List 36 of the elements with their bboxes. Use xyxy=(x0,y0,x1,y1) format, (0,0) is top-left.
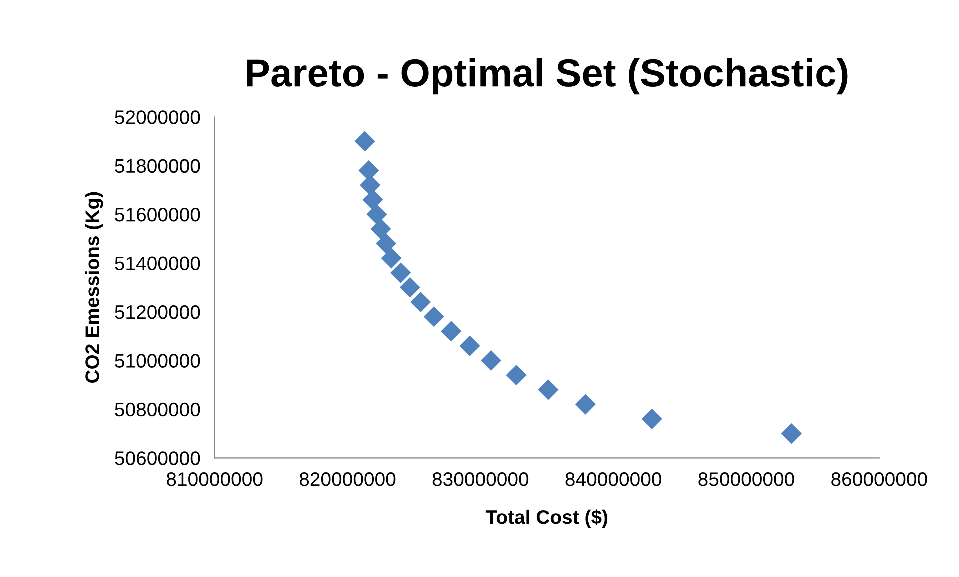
point xyxy=(354,131,376,152)
point xyxy=(390,262,412,284)
y-tick-label: 50600000 xyxy=(115,452,200,466)
point xyxy=(362,190,384,210)
point xyxy=(575,394,596,415)
y-tick-label: 51200000 xyxy=(115,305,200,320)
y-tick-label: 50800000 xyxy=(115,402,200,417)
point xyxy=(381,248,402,269)
point xyxy=(424,306,444,328)
point xyxy=(460,336,480,356)
x-tick-label: 840000000 xyxy=(566,472,662,486)
y-tick-label: 51400000 xyxy=(115,256,200,271)
y-axis-title: CO2 Emessions (Kg) xyxy=(85,192,104,383)
x-tick-label: 820000000 xyxy=(300,472,396,486)
y-tick-label: 51800000 xyxy=(115,159,200,174)
y-tick-label: 52000000 xyxy=(115,110,200,124)
point xyxy=(410,292,432,313)
point xyxy=(376,233,397,254)
x-tick-label: 860000000 xyxy=(832,472,928,486)
x-axis-title: Total Cost ($) xyxy=(486,510,608,528)
point xyxy=(781,423,802,444)
y-tick-label: 51000000 xyxy=(115,354,200,368)
x-tick-label: 830000000 xyxy=(432,472,529,486)
point xyxy=(360,175,381,196)
y-tick-label: 51600000 xyxy=(115,208,200,222)
chart-title: Pareto - Optimal Set (Stochastic) xyxy=(247,58,848,95)
point xyxy=(400,277,421,298)
point xyxy=(642,408,662,430)
point xyxy=(366,204,388,225)
point xyxy=(506,365,527,386)
point xyxy=(480,350,502,372)
x-tick-label: 850000000 xyxy=(698,472,794,486)
point xyxy=(441,321,462,342)
x-tick-label: 810000000 xyxy=(167,472,263,486)
point xyxy=(538,380,559,400)
point xyxy=(370,218,392,240)
